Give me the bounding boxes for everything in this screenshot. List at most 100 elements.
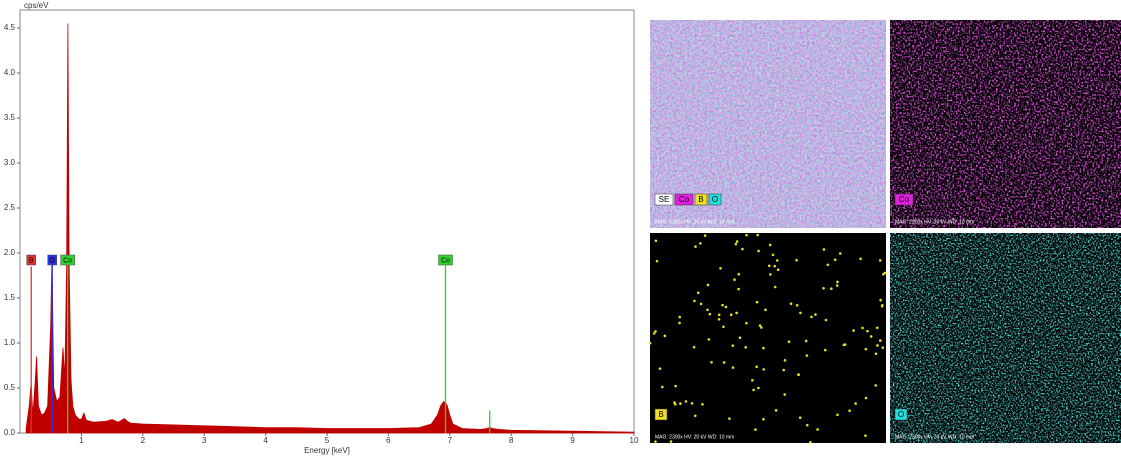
map-label: O — [712, 195, 718, 204]
boron-dot — [764, 308, 767, 312]
boron-dot — [768, 243, 772, 247]
element-label: O — [50, 257, 56, 264]
map-info: MAG: 2300x HV: 20 kV WD: 10 mm — [895, 434, 974, 440]
boron-dot — [684, 400, 688, 403]
map-label: B — [698, 195, 703, 204]
boron-dot — [706, 308, 709, 312]
boron-dot — [767, 264, 771, 268]
boron-dot — [673, 401, 676, 404]
boron-dot — [757, 249, 760, 253]
boron-dot — [805, 423, 809, 427]
boron-dot — [694, 245, 697, 248]
y-tick-label: 2.5 — [4, 203, 16, 212]
boron-dot — [663, 334, 667, 338]
boron-dot — [833, 258, 837, 262]
boron-dot — [783, 393, 787, 396]
element-label: Co — [63, 257, 72, 264]
chart-background — [0, 0, 640, 456]
boron-dot — [729, 313, 733, 317]
boron-dot — [722, 361, 726, 364]
boron-dot — [762, 417, 765, 421]
boron-dot — [745, 321, 748, 325]
boron-dot — [861, 326, 864, 330]
boron-dot — [836, 280, 839, 284]
x-tick-label: 5 — [325, 436, 330, 445]
boron-dot — [734, 242, 738, 246]
map-label: Co — [679, 195, 690, 204]
boron-dot — [835, 284, 839, 287]
x-tick-label: 7 — [448, 436, 453, 445]
map-label-box — [894, 408, 908, 421]
boron-dot — [830, 287, 833, 291]
boron-dot — [752, 388, 755, 392]
y-tick-label: 3.0 — [4, 158, 16, 167]
x-tick-label: 4 — [263, 436, 268, 445]
boron-dot — [874, 352, 878, 356]
boron-dot — [710, 360, 713, 364]
boron-dot — [874, 384, 878, 387]
map-label: O — [898, 410, 904, 419]
boron-dot — [745, 233, 748, 237]
boron-dot — [717, 313, 721, 317]
boron-dot — [755, 365, 758, 369]
y-tick-label: 1.0 — [4, 338, 16, 347]
map-texture — [890, 233, 1121, 443]
x-tick-label: 9 — [570, 436, 575, 445]
boron-dot — [737, 287, 740, 291]
element-label: B — [29, 257, 34, 264]
boron-dot — [690, 401, 694, 405]
map-texture — [890, 20, 1121, 228]
x-tick-label: 6 — [386, 436, 391, 445]
x-axis-label: Energy [keV] — [304, 446, 350, 455]
map-label-box — [654, 408, 668, 421]
boron-dot — [699, 302, 703, 306]
boron-dot — [758, 324, 762, 327]
boron-dot — [719, 267, 722, 270]
boron-dot — [679, 402, 682, 405]
boron-dot — [842, 343, 846, 347]
boron-dot — [655, 259, 659, 263]
boron-dot — [728, 417, 731, 420]
boron-dot — [775, 259, 779, 262]
boron-dot — [756, 233, 759, 237]
x-tick-label: 3 — [202, 436, 207, 445]
boron-dot — [731, 366, 735, 369]
boron-dot — [721, 303, 724, 307]
boron-dot — [826, 263, 830, 267]
boron-dot — [773, 285, 777, 289]
boron-dot — [706, 283, 710, 287]
boron-dot — [773, 264, 777, 268]
boron-dot — [693, 414, 697, 418]
boron-dot — [852, 329, 855, 332]
boron-dot — [741, 247, 744, 251]
boron-dot — [797, 373, 801, 376]
map-label-box — [654, 193, 674, 206]
boron-dot — [804, 339, 808, 343]
boron-dot — [814, 313, 817, 316]
element-label-box — [438, 254, 453, 266]
boron-dot — [731, 344, 735, 347]
boron-dot — [776, 268, 780, 271]
boron-dot — [881, 303, 884, 307]
boron-dot — [799, 311, 802, 315]
boron-dot — [754, 428, 757, 431]
boron-dot — [717, 318, 721, 321]
boron-dot — [701, 403, 704, 406]
boron-dot — [774, 409, 778, 412]
boron-dot — [708, 312, 712, 316]
boron-dot — [762, 346, 765, 350]
element-label-box — [60, 254, 75, 266]
boron-dot — [822, 248, 826, 251]
map-image — [650, 233, 886, 443]
boron-dot — [822, 286, 825, 290]
y-axis-label: cps/eV — [24, 1, 49, 10]
boron-dot — [771, 253, 775, 257]
boron-dot — [751, 379, 754, 382]
boron-dot — [875, 326, 879, 330]
boron-dot — [648, 341, 652, 345]
boron-dot — [669, 440, 673, 443]
boron-dot — [699, 242, 702, 245]
boron-dot — [733, 278, 736, 281]
boron-dot — [744, 346, 747, 349]
